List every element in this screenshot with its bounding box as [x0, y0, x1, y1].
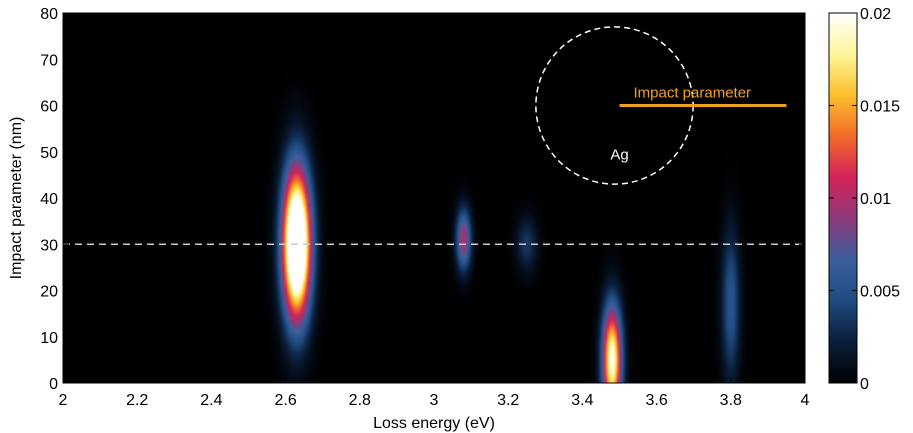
heatmap-image	[63, 13, 805, 383]
y-axis-ticks: 0 10 20 30 40 50 60 70 80	[40, 6, 805, 393]
y-tick-label: 70	[40, 52, 58, 69]
y-tick-label: 10	[40, 330, 58, 347]
colorbar-tick-label: 0.01	[860, 191, 891, 208]
x-tick-label: 3.8	[720, 392, 742, 409]
plot-area: Impact parameter Ag 2 2.2 2.4 2.6 2.8 3 3.2 3.4 3…	[40, 6, 809, 409]
y-tick-label: 80	[40, 6, 58, 23]
y-tick-label: 50	[40, 145, 58, 162]
y-tick-label: 20	[40, 284, 58, 301]
plot-overlays: Impact parameter Ag	[63, 26, 805, 245]
x-tick-label: 2.6	[274, 392, 296, 409]
x-tick-label: 2.8	[349, 392, 371, 409]
colorbar-tick-label: 0.015	[860, 99, 900, 116]
y-tick-label: 60	[40, 99, 58, 116]
x-tick-label: 3	[430, 392, 439, 409]
ag-label: Ag	[610, 147, 628, 164]
x-tick-label: 2.4	[200, 392, 222, 409]
x-axis-label: Loss energy (eV)	[373, 415, 495, 432]
x-tick-label: 2.2	[126, 392, 148, 409]
x-tick-label: 3.4	[571, 392, 593, 409]
y-tick-label: 40	[40, 191, 58, 208]
colorbar: 0 0.005 0.01 0.015 0.02	[828, 6, 900, 393]
y-axis-label: Impact parameter (nm)	[8, 117, 25, 280]
colorbar-tick-label: 0.02	[860, 6, 891, 23]
colorbar-tick-label: 0.005	[860, 284, 900, 301]
y-tick-label: 30	[40, 237, 58, 254]
colorbar-tick-label: 0	[860, 376, 869, 393]
y-tick-label: 0	[49, 376, 58, 393]
x-tick-label: 3.6	[645, 392, 667, 409]
x-tick-label: 2	[59, 392, 68, 409]
impact-parameter-label: Impact parameter	[634, 85, 752, 102]
colorbar-ticks: 0 0.005 0.01 0.015 0.02	[829, 6, 900, 393]
x-axis-ticks: 2 2.2 2.4 2.6 2.8 3 3.2 3.4 3.6 3.8 4	[59, 13, 810, 409]
x-tick-label: 4	[801, 392, 810, 409]
x-tick-label: 3.2	[497, 392, 519, 409]
